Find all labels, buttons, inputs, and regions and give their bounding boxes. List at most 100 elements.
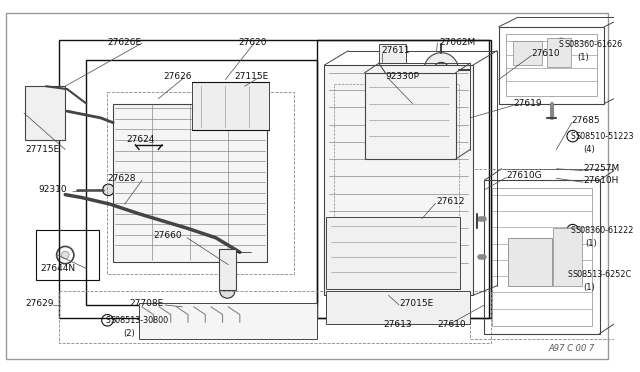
Bar [36,230,99,280]
Circle shape [371,78,378,86]
Circle shape [371,146,378,153]
Bar [492,188,592,326]
Text: 92310: 92310 [38,185,67,194]
Circle shape [143,151,154,162]
Text: 27685: 27685 [572,116,600,125]
Bar [554,228,582,286]
Text: 27660: 27660 [154,231,182,240]
Bar [365,73,456,159]
Text: 92330P: 92330P [386,72,420,81]
Circle shape [556,38,567,50]
Circle shape [28,99,56,128]
Bar [508,238,552,286]
Circle shape [384,302,393,312]
Text: 27626: 27626 [163,72,191,81]
Circle shape [564,269,575,280]
Bar [60,291,491,343]
Circle shape [232,243,252,262]
Text: 27612: 27612 [436,197,465,206]
Text: A97 C 00 7: A97 C 00 7 [548,344,595,353]
Bar [192,83,269,130]
Text: 27062M: 27062M [439,38,476,46]
Bar [25,86,65,140]
Text: 27644N: 27644N [40,264,76,273]
Circle shape [369,243,388,262]
Bar [108,92,294,274]
Text: 27115E: 27115E [234,72,268,81]
Text: S: S [570,226,575,235]
Text: S: S [559,39,563,48]
Circle shape [442,78,450,86]
Bar [506,35,596,96]
Circle shape [35,106,49,120]
Text: S08510-51223: S08510-51223 [575,132,634,141]
Bar [86,60,317,305]
Circle shape [336,302,346,312]
Circle shape [52,128,58,133]
Circle shape [567,224,579,236]
Text: 27613: 27613 [384,320,412,328]
Bar [113,103,267,262]
Circle shape [102,315,113,326]
Text: 27629: 27629 [25,298,53,308]
Bar [470,169,614,340]
Bar [484,180,600,334]
Text: (2): (2) [123,329,134,338]
Circle shape [433,62,449,78]
Text: 27628: 27628 [108,174,136,183]
Text: S: S [568,270,572,279]
Circle shape [431,302,441,312]
Circle shape [442,146,450,153]
Text: (4): (4) [583,145,595,154]
Text: 27611: 27611 [382,46,410,55]
Text: 27715E: 27715E [25,145,59,154]
Bar [547,38,571,67]
Circle shape [26,128,31,133]
Text: 27610G: 27610G [506,171,542,180]
Text: 27626E: 27626E [108,38,141,46]
Text: S08513-30800: S08513-30800 [110,316,168,325]
Bar [326,217,460,289]
Circle shape [26,93,31,99]
Text: S: S [570,132,575,141]
Circle shape [195,322,208,336]
Text: S: S [105,316,110,325]
Circle shape [61,251,69,259]
Text: 27257M: 27257M [583,164,620,173]
Circle shape [408,302,417,312]
Text: 27610H: 27610H [583,176,619,185]
Text: 27624: 27624 [127,135,155,144]
Text: 27610: 27610 [531,49,560,58]
Bar [379,44,406,63]
Circle shape [135,143,162,170]
Bar [324,65,473,295]
Circle shape [567,130,579,142]
Bar [60,40,491,318]
Circle shape [56,246,74,264]
Text: S08513-6252C: S08513-6252C [573,270,632,279]
Text: 27620: 27620 [238,38,266,46]
Circle shape [403,103,422,123]
Text: 27610: 27610 [437,320,466,328]
Bar [499,27,604,103]
Bar [219,249,236,289]
Text: S08360-61626: S08360-61626 [564,39,622,48]
Bar [334,84,458,257]
Circle shape [358,231,400,273]
Bar [317,40,489,318]
Circle shape [233,322,246,336]
Text: (1): (1) [583,283,595,292]
Text: 27619: 27619 [513,99,542,108]
Bar [326,291,470,324]
Text: (1): (1) [585,239,597,248]
Circle shape [424,53,458,87]
Bar [513,41,542,65]
Text: 27015E: 27015E [399,298,433,308]
Circle shape [102,184,114,196]
Circle shape [220,283,235,298]
Text: S08360-61222: S08360-61222 [575,226,634,235]
Bar [139,303,317,340]
Circle shape [260,322,273,336]
Circle shape [164,322,177,336]
Circle shape [52,93,58,99]
